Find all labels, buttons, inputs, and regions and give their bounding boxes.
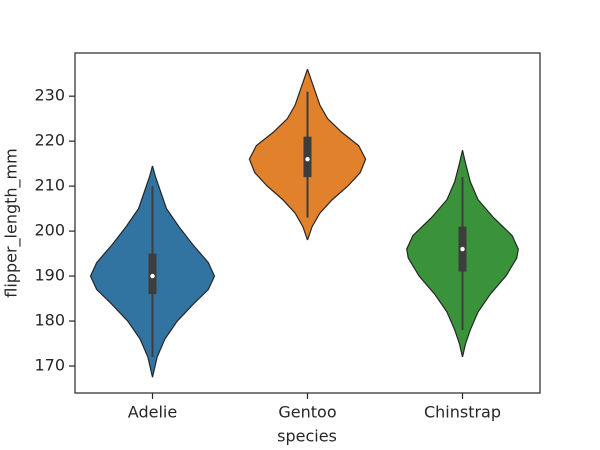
- violin-body: [406, 150, 464, 358]
- x-tick-label: Chinstrap: [424, 403, 501, 422]
- median: [150, 273, 155, 279]
- median: [460, 246, 465, 252]
- y-tick-label: 170: [34, 356, 65, 375]
- violin-body: [248, 68, 309, 241]
- y-axis-label: flipper_length_mm: [2, 148, 22, 297]
- box: [303, 136, 312, 178]
- box: [148, 253, 157, 295]
- x-tick-label: Gentoo: [278, 403, 336, 422]
- violin-body: [306, 68, 367, 241]
- y-tick-label: 180: [34, 311, 65, 330]
- median: [305, 156, 310, 162]
- x-tick-label: Adelie: [128, 403, 177, 422]
- y-tick-label: 200: [34, 221, 65, 240]
- y-tick-label: 220: [34, 131, 65, 150]
- violin-body: [151, 165, 216, 378]
- violin-body: [89, 165, 154, 378]
- y-tick-label: 230: [34, 86, 65, 105]
- y-tick-label: 210: [34, 176, 65, 195]
- violin-body: [461, 150, 519, 358]
- plot-frame: [74, 52, 541, 394]
- y-tick-label: 190: [34, 266, 65, 285]
- x-axis-label: species: [277, 427, 337, 446]
